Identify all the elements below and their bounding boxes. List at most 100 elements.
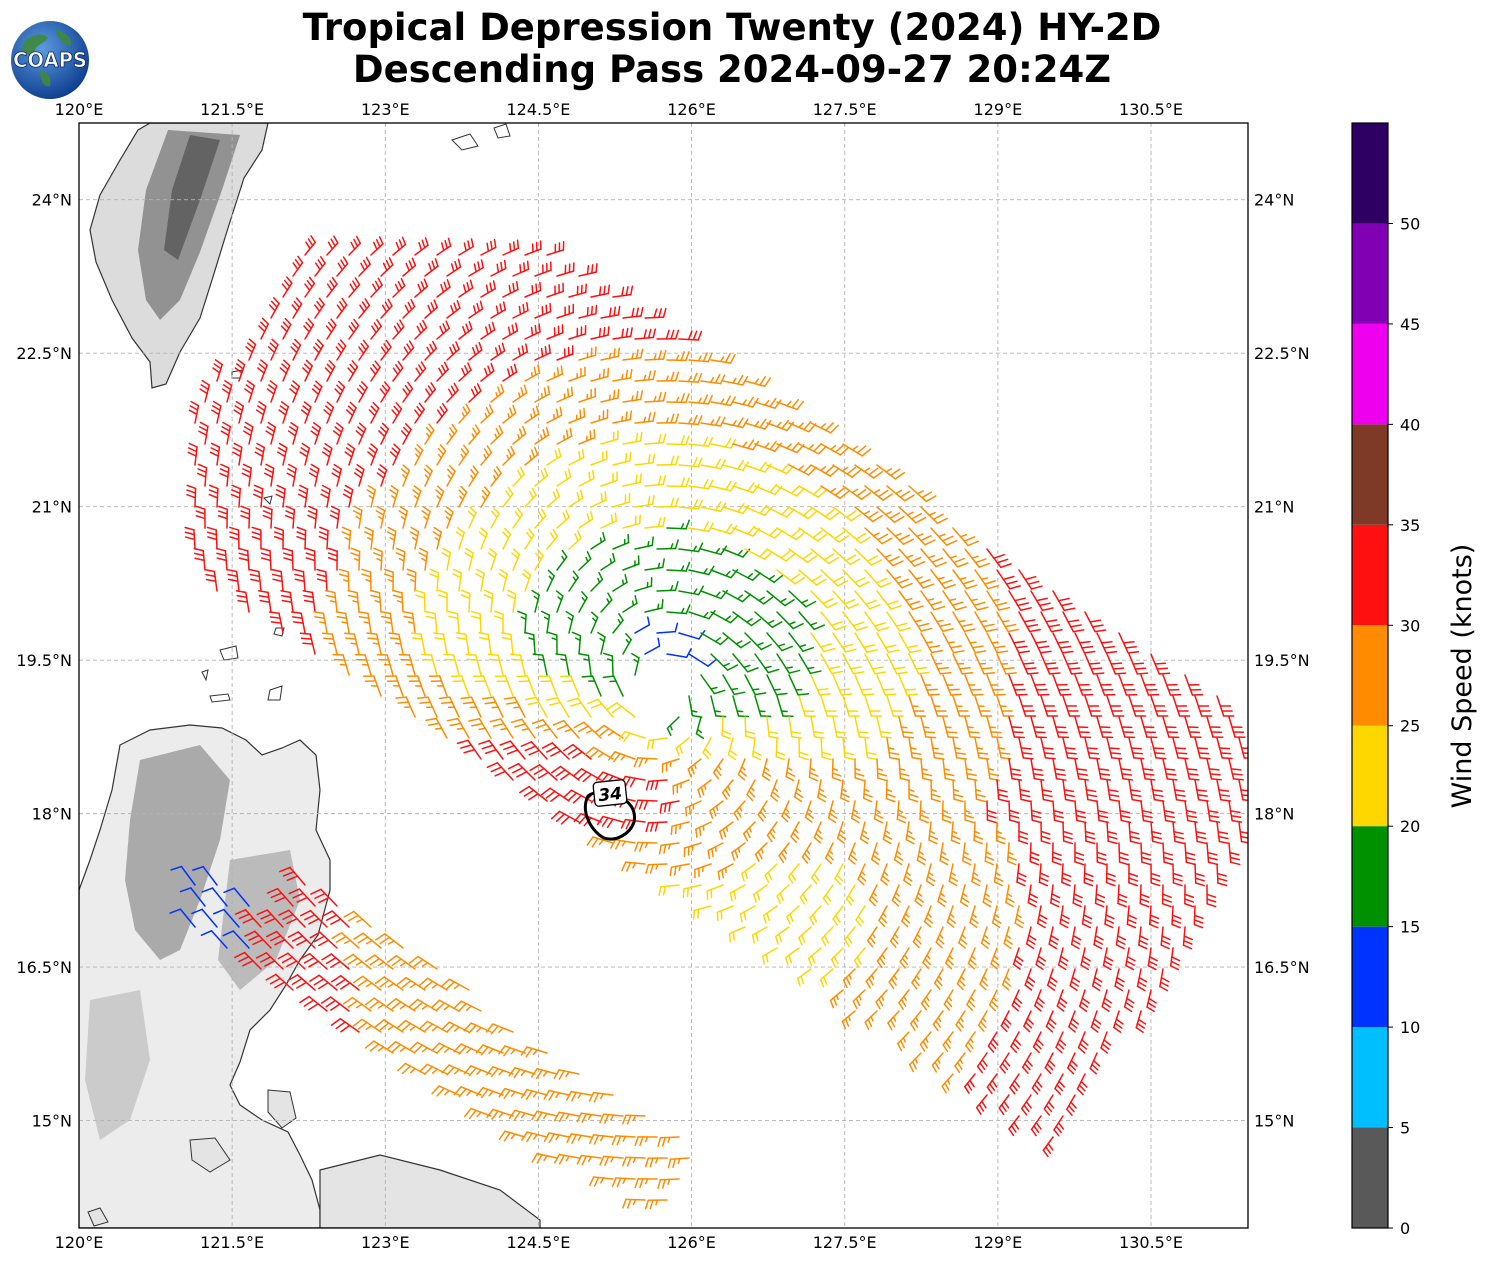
wind-barb: [195, 505, 206, 529]
wind-barb: [565, 610, 574, 634]
wind-barb: [396, 1019, 426, 1033]
wind-barb: [332, 422, 344, 445]
wind-barb: [885, 779, 896, 803]
wind-barb: [430, 999, 460, 1012]
wind-barb: [776, 527, 806, 541]
wind-barb: [798, 695, 816, 717]
wind-barb: [683, 842, 702, 857]
wind-barb: [1101, 989, 1113, 1012]
lat-tick-label-right: 24°N: [1254, 191, 1294, 210]
wind-barb: [766, 674, 788, 696]
wind-barb: [722, 417, 749, 429]
wind-barb: [235, 590, 250, 613]
wind-barb: [876, 716, 892, 739]
wind-barb: [761, 947, 778, 965]
wind-barb: [1150, 737, 1167, 760]
wind-barb: [964, 632, 987, 654]
wind-barb: [196, 463, 208, 487]
wind-barb: [1035, 947, 1047, 970]
wind-barb: [1128, 695, 1147, 717]
wind-barb: [634, 495, 655, 508]
wind-barb: [889, 926, 900, 948]
wind-barb: [952, 527, 980, 547]
wind-barb: [1018, 695, 1037, 717]
wind-barb: [898, 548, 926, 567]
wind-barb: [1150, 779, 1165, 802]
wind-barb: [622, 594, 638, 613]
wind-barb: [1147, 947, 1158, 971]
wind-barb: [531, 1152, 558, 1164]
wind-barb: [531, 1110, 558, 1122]
wind-barb: [1228, 758, 1244, 781]
wind-barb: [1084, 695, 1103, 717]
wind-barb: [424, 299, 438, 319]
wind-barb: [1172, 821, 1185, 845]
wind-barb: [502, 280, 519, 298]
wind-barb: [845, 884, 856, 906]
wind-barb: [234, 951, 262, 970]
wind-barb: [336, 297, 348, 319]
wind-barb: [414, 443, 424, 466]
wind-barb: [414, 278, 429, 298]
wind-barb: [834, 863, 844, 886]
wind-barb: [744, 375, 772, 387]
wind-barb: [386, 526, 397, 550]
wind-barb: [366, 632, 382, 655]
wind-barb: [302, 359, 313, 382]
wind-barb: [336, 256, 349, 277]
wind-barb: [666, 604, 691, 615]
wind-barb: [1206, 842, 1219, 866]
wind-barb: [742, 821, 756, 842]
colorbar-bin: [1352, 826, 1388, 927]
wind-barb: [964, 590, 989, 611]
wind-barb: [321, 632, 338, 655]
wind-barb: [587, 698, 614, 718]
wind-barb: [863, 779, 873, 803]
wind-barb: [1008, 632, 1030, 654]
wind-barb: [899, 947, 910, 969]
wind-barb: [688, 521, 714, 533]
wind-barb: [935, 926, 945, 949]
wind-barb: [516, 675, 536, 697]
wind-barb: [1018, 611, 1041, 633]
wind-barb: [555, 653, 570, 676]
wind-barb: [854, 758, 865, 782]
wind-barb: [208, 484, 219, 508]
wind-barb: [1025, 926, 1037, 950]
wind-barb: [952, 737, 967, 760]
wind-barb: [242, 421, 254, 445]
wind-barb: [964, 548, 991, 568]
wind-barb: [919, 1031, 932, 1052]
wind-barb: [376, 464, 388, 487]
wind-barb: [612, 451, 632, 466]
wind-barb: [1084, 737, 1101, 760]
wind-barb: [808, 758, 819, 782]
wind-barb: [311, 380, 323, 403]
wind-barb: [804, 800, 814, 823]
wind-barb: [446, 300, 461, 319]
wind-barb: [920, 548, 947, 568]
wind-barb: [762, 905, 778, 924]
wind-barb: [666, 648, 692, 658]
colorbar-bin: [1352, 424, 1388, 525]
wind-barb: [1206, 758, 1222, 781]
wind-barb: [590, 491, 607, 508]
lon-tick-label-bottom: 130.5°E: [1119, 1233, 1183, 1252]
wind-barb: [611, 1135, 636, 1146]
wind-barb: [1194, 695, 1213, 717]
wind-barb: [418, 547, 429, 571]
wind-barb: [534, 467, 549, 487]
wind-barb: [1046, 968, 1058, 991]
colorbar-bin: [1352, 323, 1388, 425]
wind-barb: [534, 261, 552, 277]
wind-barb: [578, 346, 597, 361]
wind-barb: [644, 1199, 668, 1210]
wind-barb: [367, 443, 378, 466]
wind-barb: [321, 953, 350, 970]
wind-barb: [857, 863, 867, 886]
wind-barb: [608, 751, 636, 763]
wind-barb: [932, 1010, 944, 1032]
wind-barb: [241, 463, 252, 487]
wind-barb: [578, 304, 598, 319]
wind-barb: [798, 443, 827, 455]
